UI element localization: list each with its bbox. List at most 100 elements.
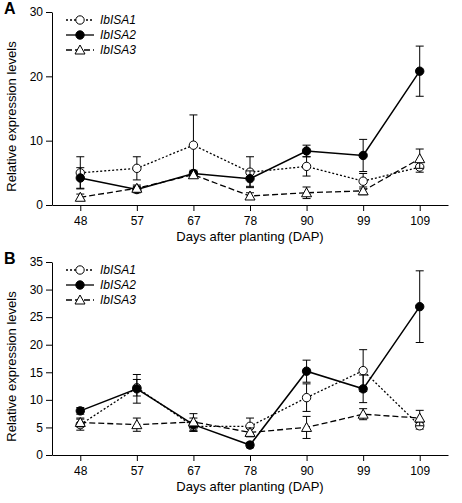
error-bar-cap	[133, 431, 141, 432]
error-bar-cap	[133, 374, 141, 375]
y-tick-mark	[46, 76, 52, 77]
marker	[245, 427, 255, 436]
x-tick: 109	[410, 205, 430, 228]
error-bar-cap	[303, 438, 311, 439]
y-tick-mark	[46, 455, 52, 456]
error-bar	[303, 145, 311, 157]
error-bar-cap	[246, 187, 254, 188]
error-bar-cap	[416, 425, 424, 426]
marker	[132, 420, 142, 429]
error-bar	[76, 408, 84, 415]
marker	[302, 422, 312, 431]
x-tick-mark	[420, 205, 421, 211]
x-tick-mark	[193, 455, 194, 461]
error-bar-stem	[80, 157, 81, 189]
legend-marker	[76, 16, 84, 24]
marker	[416, 67, 424, 75]
plot-area	[75, 46, 424, 201]
y-tick: 15	[30, 366, 52, 380]
x-tick-label: 48	[74, 214, 88, 228]
panel: 05101520253035485767789099109Days after …	[4, 250, 449, 494]
error-bar	[359, 139, 367, 171]
marker	[245, 191, 255, 200]
y-tick-mark	[46, 290, 52, 291]
marker	[359, 177, 367, 185]
error-bar	[416, 149, 424, 168]
y-tick-mark	[46, 427, 52, 428]
x-tick-label: 99	[357, 214, 371, 228]
x-tick-label: 109	[410, 464, 430, 478]
error-bar-cap	[359, 171, 367, 172]
error-bar-cap	[246, 418, 254, 419]
legend-marker	[75, 295, 85, 304]
error-bar	[246, 428, 254, 437]
marker	[415, 154, 425, 163]
error-bar	[303, 416, 311, 438]
error-bar-cap	[76, 156, 84, 157]
marker	[359, 366, 367, 374]
x-tick: 78	[244, 205, 258, 228]
x-tick-label: 57	[131, 214, 145, 228]
x-axis: 485767789099109	[53, 455, 449, 478]
x-tick: 99	[357, 455, 371, 478]
x-tick-mark	[250, 455, 251, 461]
y-tick-mark	[46, 205, 52, 206]
error-bar	[416, 410, 424, 425]
error-bar-cap	[359, 139, 367, 140]
marker	[359, 151, 367, 159]
error-bar-cap	[133, 418, 141, 419]
x-tick-mark	[193, 205, 194, 211]
error-bar	[133, 418, 141, 431]
error-bar	[133, 374, 141, 403]
error-bar-cap	[133, 179, 141, 180]
x-axis-title: Days after planting (DAP)	[176, 229, 323, 244]
series	[75, 409, 424, 439]
error-bar-cap	[303, 156, 311, 157]
error-bar-cap	[303, 416, 311, 417]
x-tick-mark	[363, 205, 364, 211]
y-tick: 0	[36, 448, 52, 462]
error-bar-cap	[303, 176, 311, 177]
y-tick-label: 30	[30, 5, 44, 19]
y-tick-label: 25	[30, 310, 44, 324]
legend-label: IbISA2	[100, 28, 136, 42]
legend-label: IbISA3	[100, 293, 136, 307]
error-bar-cap	[303, 198, 311, 199]
y-axis-line	[52, 13, 53, 206]
marker	[75, 417, 85, 426]
legend: IbISA1IbISA2IbISA3	[66, 263, 136, 307]
x-tick-mark	[420, 455, 421, 461]
x-tick-mark	[137, 205, 138, 211]
marker	[358, 186, 368, 195]
x-tick: 57	[131, 455, 145, 478]
y-tick: 10	[30, 393, 52, 407]
y-tick-mark	[46, 141, 52, 142]
y-tick: 30	[30, 283, 52, 297]
y-axis-title: Relative expression levels	[4, 41, 19, 192]
x-tick-label: 90	[300, 214, 314, 228]
series	[76, 115, 424, 189]
x-tick-label: 109	[410, 214, 430, 228]
error-bar-cap	[189, 430, 197, 431]
x-tick: 99	[357, 205, 371, 228]
error-bar-cap	[416, 168, 424, 169]
series	[76, 271, 424, 449]
marker	[416, 302, 424, 310]
panel: 0102030485767789099109Days after plantin…	[4, 0, 449, 244]
y-tick-label: 30	[30, 283, 44, 297]
error-bar-cap	[416, 172, 424, 173]
series	[76, 46, 424, 194]
y-tick-label: 15	[30, 366, 44, 380]
legend-label: IbISA1	[100, 13, 136, 27]
panel-title: A	[4, 0, 16, 17]
marker	[189, 141, 197, 149]
marker	[246, 441, 254, 449]
marker	[75, 192, 85, 201]
error-bar-cap	[416, 270, 424, 271]
legend-label: IbISA1	[100, 263, 136, 277]
error-bar	[303, 157, 311, 176]
x-tick-label: 67	[187, 214, 201, 228]
legend-marker	[75, 45, 85, 54]
y-tick: 20	[30, 338, 52, 352]
marker	[188, 417, 198, 426]
